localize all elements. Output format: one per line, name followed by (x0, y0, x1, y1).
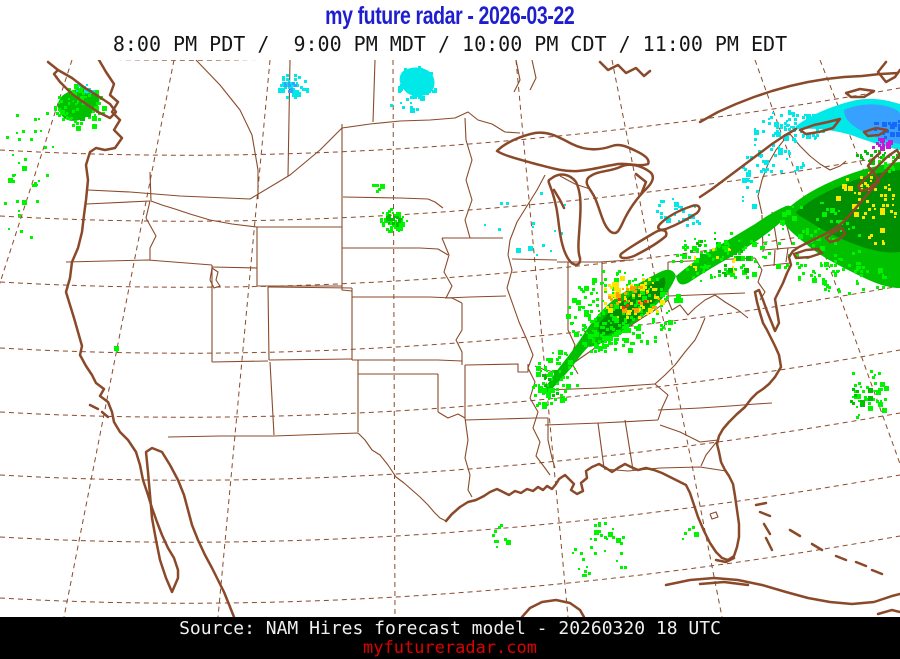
website-link[interactable]: myfutureradar.com (363, 638, 537, 658)
graticule-grid (0, 60, 900, 617)
precipitation-speckles (4, 66, 900, 577)
footer-bar: Source: NAM Hires forecast model - 20260… (0, 617, 900, 659)
source-text: Source: NAM Hires forecast model - 20260… (179, 618, 721, 639)
state-borders (65, 60, 847, 522)
valid-times-label: 8:00 PM PDT / 9:00 PM MDT / 10:00 PM CDT… (112, 32, 788, 56)
page-title: my future radar - 2026-03-22 (0, 1, 900, 31)
coastlines (46, 60, 900, 617)
page-title-text: my future radar - 2026-03-22 (325, 2, 575, 30)
radar-map (0, 60, 900, 617)
